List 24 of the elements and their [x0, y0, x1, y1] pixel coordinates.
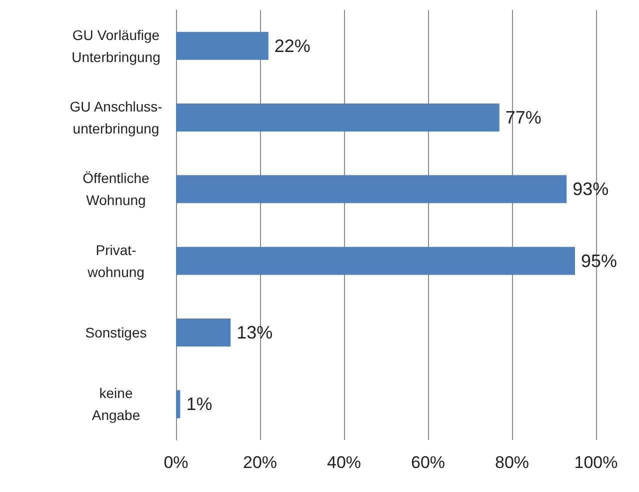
data-label: 93% [572, 179, 609, 200]
y-tick-label: keine Angabe [92, 385, 140, 424]
bar [176, 104, 500, 132]
x-tick-label: 60% [410, 453, 446, 472]
y-tick-label: Sonstiges [85, 324, 147, 340]
x-tick-label: 80% [494, 453, 530, 472]
x-tick-label: 0% [164, 453, 188, 472]
y-tick-label: Privat- wohnung [86, 242, 144, 280]
data-label: 1% [186, 394, 212, 414]
y-tick-label: Öffentliche Wohnung [82, 170, 150, 208]
y-tick-label: GU Vorläufige Unterbringung [72, 26, 160, 65]
data-label: 22% [274, 36, 310, 56]
data-label: 95% [581, 250, 618, 271]
bar [176, 32, 268, 60]
bar [176, 318, 231, 346]
data-label: 13% [236, 322, 273, 342]
x-tick-label: 40% [326, 453, 362, 472]
x-tick-label: 100% [574, 453, 618, 472]
data-label: 77% [505, 108, 542, 128]
x-tick-label: 20% [242, 453, 278, 472]
bar [176, 175, 567, 204]
bar [176, 246, 575, 275]
y-tick-label: GU Anschluss- unterbringung [70, 98, 163, 136]
bar [176, 390, 180, 418]
